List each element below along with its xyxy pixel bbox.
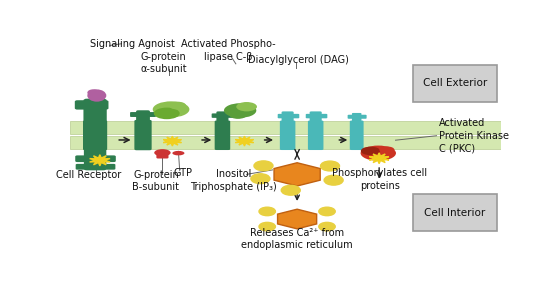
FancyBboxPatch shape [280, 121, 295, 150]
FancyBboxPatch shape [157, 151, 168, 159]
FancyBboxPatch shape [130, 112, 140, 117]
Ellipse shape [87, 89, 99, 96]
FancyBboxPatch shape [101, 155, 116, 162]
FancyBboxPatch shape [310, 111, 322, 122]
FancyBboxPatch shape [291, 114, 299, 118]
Bar [70, 136, 501, 149]
FancyBboxPatch shape [348, 115, 355, 119]
FancyBboxPatch shape [134, 120, 152, 150]
Circle shape [259, 222, 275, 231]
Circle shape [324, 175, 343, 185]
Circle shape [259, 207, 275, 216]
Ellipse shape [229, 111, 247, 119]
FancyBboxPatch shape [227, 113, 236, 118]
Circle shape [320, 161, 340, 171]
Text: Releases Ca²⁺ from
endoplasmic reticulum: Releases Ca²⁺ from endoplasmic reticulum [241, 228, 353, 250]
Circle shape [319, 222, 335, 231]
Text: Cell Receptor: Cell Receptor [56, 171, 121, 180]
Circle shape [281, 185, 300, 195]
Polygon shape [163, 136, 182, 146]
Polygon shape [274, 163, 320, 186]
FancyBboxPatch shape [359, 115, 367, 119]
Ellipse shape [87, 89, 106, 102]
Text: Inositol
Triphosphate (IP₃): Inositol Triphosphate (IP₃) [190, 169, 277, 192]
FancyBboxPatch shape [76, 164, 90, 170]
FancyBboxPatch shape [136, 110, 150, 122]
Ellipse shape [360, 146, 396, 161]
Ellipse shape [379, 146, 394, 153]
FancyBboxPatch shape [92, 100, 109, 110]
FancyBboxPatch shape [413, 65, 497, 102]
FancyBboxPatch shape [101, 164, 115, 170]
Ellipse shape [361, 147, 380, 155]
Circle shape [254, 161, 273, 171]
Ellipse shape [169, 102, 186, 110]
Polygon shape [277, 209, 316, 229]
Text: Cell Exterior: Cell Exterior [423, 78, 487, 88]
Text: Diacylglycerol (DAG): Diacylglycerol (DAG) [248, 55, 349, 65]
FancyBboxPatch shape [352, 113, 361, 122]
Text: G-protein
α-subunit: G-protein α-subunit [140, 52, 187, 74]
Ellipse shape [236, 102, 257, 111]
Polygon shape [236, 136, 253, 146]
Text: Cell Interior: Cell Interior [424, 208, 486, 218]
Ellipse shape [154, 149, 170, 156]
FancyBboxPatch shape [75, 155, 90, 162]
Ellipse shape [224, 103, 256, 118]
Ellipse shape [154, 108, 180, 119]
Text: G-protein
B-subunit: G-protein B-subunit [133, 170, 179, 192]
FancyBboxPatch shape [306, 114, 314, 118]
FancyBboxPatch shape [83, 120, 107, 150]
FancyBboxPatch shape [84, 147, 106, 170]
Polygon shape [369, 153, 389, 164]
FancyBboxPatch shape [214, 121, 230, 150]
FancyBboxPatch shape [75, 100, 91, 110]
Ellipse shape [153, 101, 189, 117]
FancyBboxPatch shape [350, 121, 364, 150]
FancyBboxPatch shape [84, 99, 107, 124]
FancyBboxPatch shape [282, 111, 294, 122]
FancyBboxPatch shape [212, 113, 220, 118]
Circle shape [319, 207, 335, 216]
Text: Signaling Agnoist: Signaling Agnoist [90, 39, 175, 49]
FancyBboxPatch shape [308, 121, 324, 150]
Circle shape [251, 174, 270, 184]
FancyBboxPatch shape [278, 114, 285, 118]
Text: GTP: GTP [173, 168, 192, 178]
FancyBboxPatch shape [320, 114, 328, 118]
FancyBboxPatch shape [216, 111, 228, 122]
Text: Activated
Protein Kinase
C (PKC): Activated Protein Kinase C (PKC) [439, 118, 509, 153]
FancyBboxPatch shape [413, 195, 497, 231]
Ellipse shape [172, 151, 184, 155]
Polygon shape [90, 155, 110, 166]
Text: Phosphorylates cell
proteins: Phosphorylates cell proteins [332, 168, 427, 191]
Bar [70, 121, 501, 134]
Text: Activated Phospho-
lipase C-β: Activated Phospho- lipase C-β [181, 39, 276, 62]
FancyBboxPatch shape [146, 112, 156, 117]
